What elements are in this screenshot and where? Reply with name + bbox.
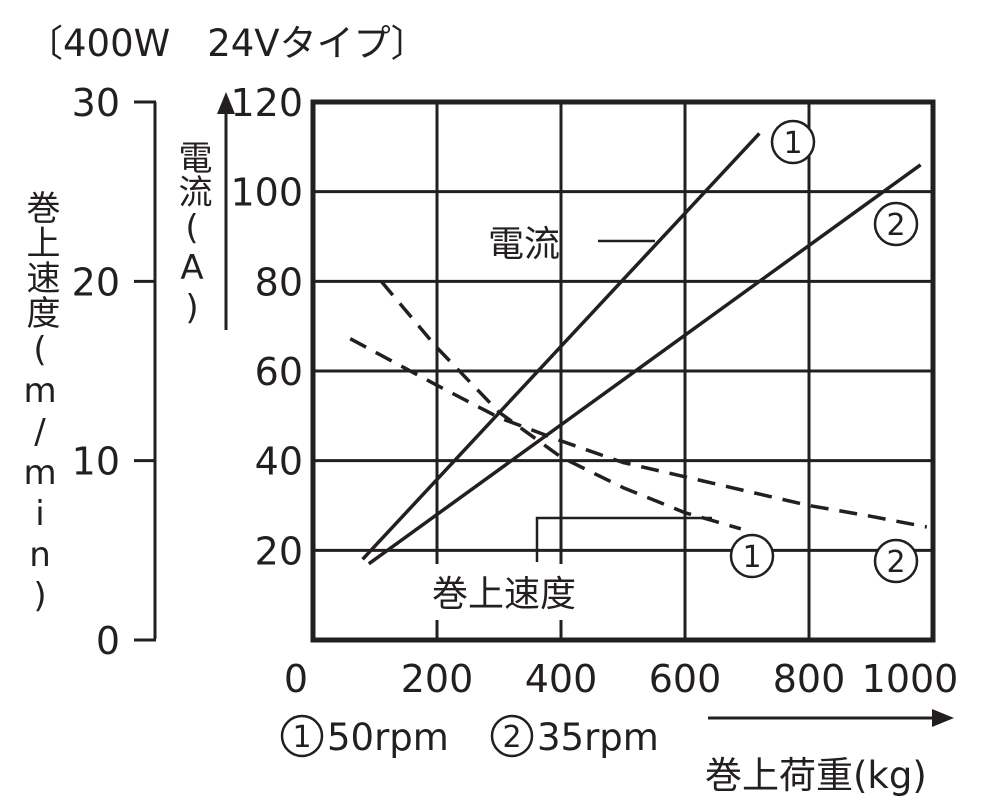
speed-series-2-marker: 2 [873,538,919,584]
legend: 1 50rpm 2 35rpm [280,714,659,759]
speed-axis: 0 10 20 30 [72,81,156,663]
svg-text:2: 2 [502,720,521,755]
legend-label-1: 50rpm [327,716,449,759]
speed-annotation-leader [535,516,712,562]
svg-text:1: 1 [783,126,802,161]
x-tick-label-400: 400 [525,657,598,701]
x-tick-label-1000: 1000 [862,657,959,701]
current-line-2 [367,163,922,566]
legend-item-2: 2 35rpm [490,714,659,759]
current-tick-label-80: 80 [255,260,303,304]
grid-lines [313,102,933,640]
x-tick-label-0: 0 [284,657,308,701]
series-layer [349,132,928,566]
speed-line-2 [349,337,928,529]
current-tick-label-60: 60 [255,350,303,394]
speed-tick-label-30: 30 [72,81,120,125]
current-axis-label: 電流(A) [172,140,212,328]
current-axis: 20 40 60 80 100 120 [230,81,303,573]
current-line-1 [361,132,761,561]
speed-annotation: 巻上速度 [432,574,576,615]
x-axis-label: 巻上荷重(kg) [705,754,927,797]
chart-title: 〔400W 24Vタイプ〕 [26,22,428,65]
current-tick-label-40: 40 [255,440,303,484]
svg-text:1: 1 [742,540,761,575]
speed-line-1 [379,280,742,531]
legend-label-2: 35rpm [537,716,659,759]
speed-tick-label-10: 10 [72,440,120,484]
current-annotation: 電流 [488,224,560,265]
speed-series-1-marker: 1 [729,533,775,579]
legend-item-1: 1 50rpm [280,714,449,759]
svg-text:2: 2 [886,545,905,580]
current-series-1-marker: 1 [770,119,816,165]
speed-axis-label: 巻上速度(m/min) [20,190,60,617]
plot-frame [310,99,936,643]
speed-tick-label-0: 0 [96,619,120,663]
current-tick-label-100: 100 [230,171,303,215]
current-tick-label-120: 120 [230,81,303,125]
current-series-2-marker: 2 [873,201,919,247]
speed-annotation-bg [428,564,628,620]
svg-text:1: 1 [292,720,311,755]
svg-text:2: 2 [886,208,905,243]
x-axis: 0 200 400 600 800 1000 [284,657,958,701]
x-axis-arrow-head [932,709,954,727]
x-tick-label-600: 600 [649,657,722,701]
x-tick-label-800: 800 [773,657,846,701]
x-tick-label-200: 200 [401,657,474,701]
speed-tick-label-20: 20 [72,260,120,304]
current-axis-arrow-head [217,92,235,114]
current-tick-label-20: 20 [255,529,303,573]
